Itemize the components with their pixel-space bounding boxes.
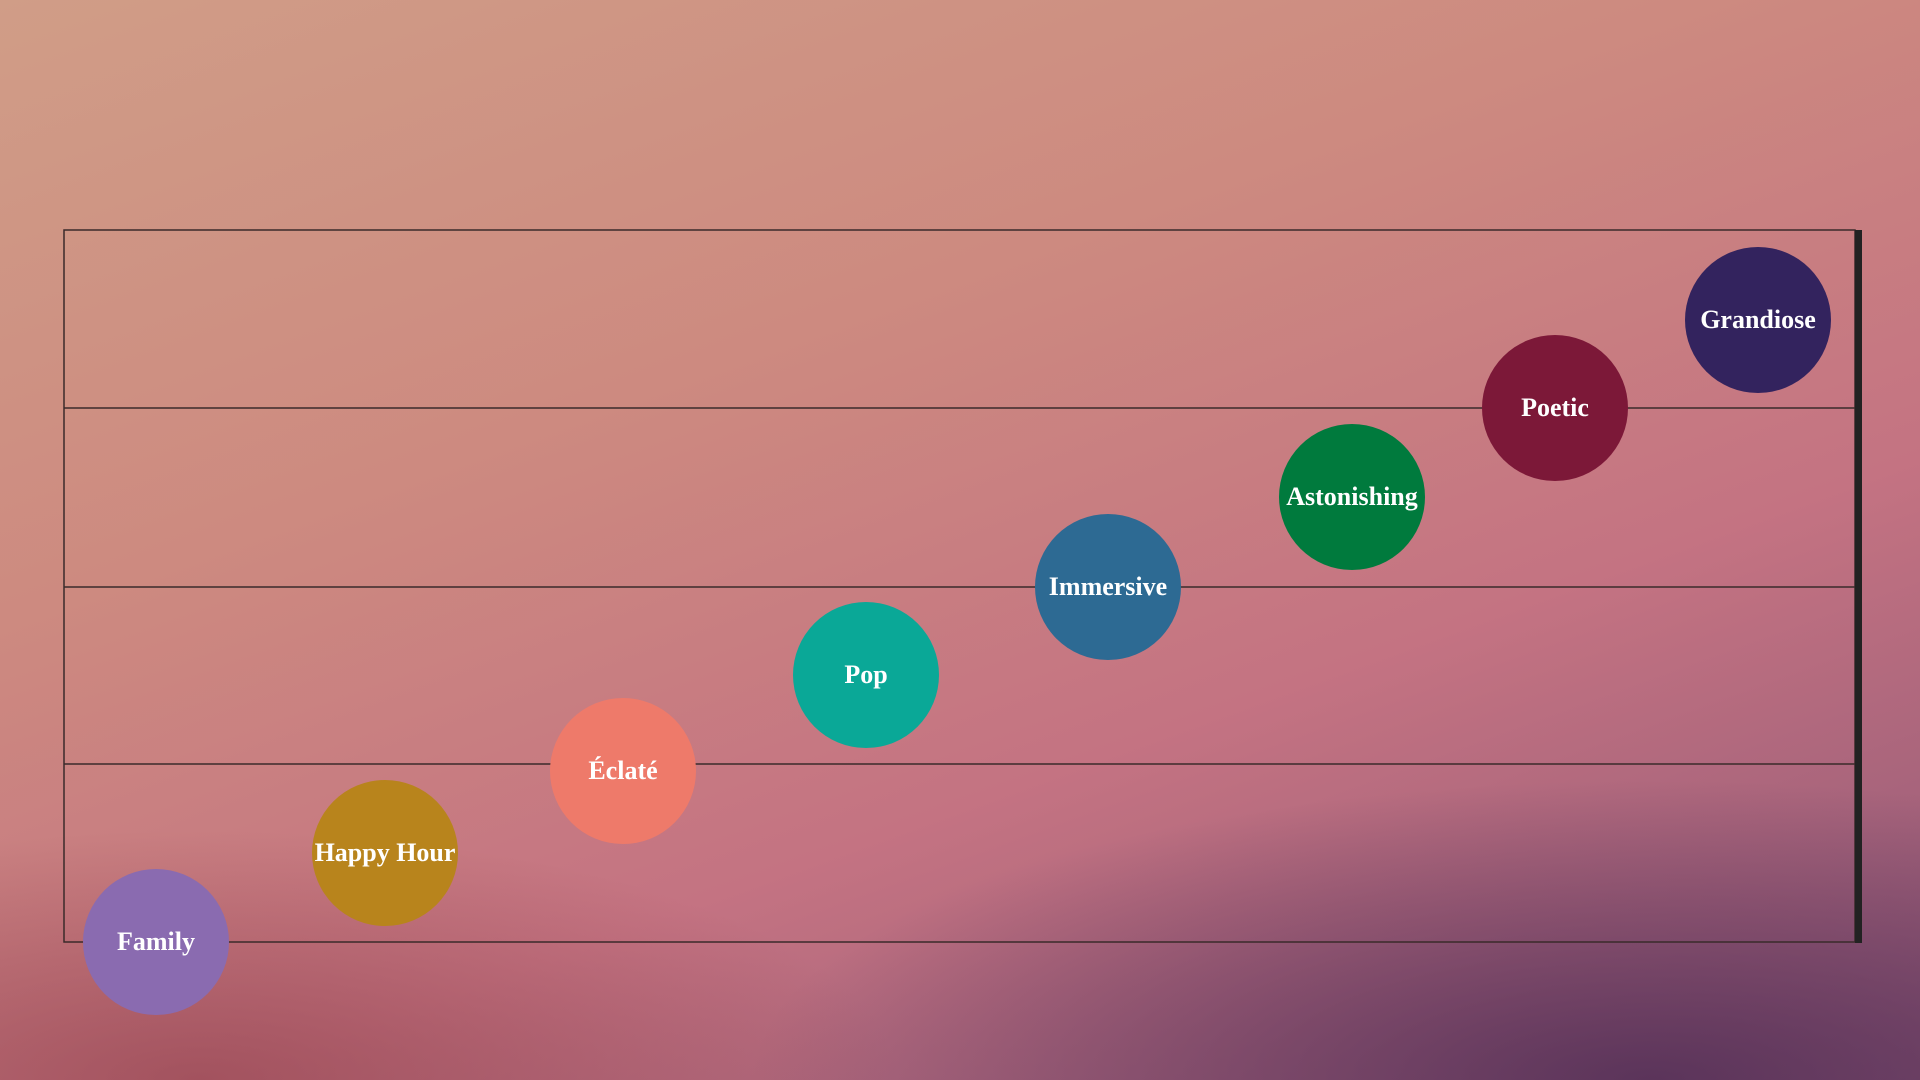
bubble[interactable]: Astonishing bbox=[1279, 424, 1425, 570]
bubble[interactable]: Grandiose bbox=[1685, 247, 1831, 393]
bubble[interactable]: Poetic bbox=[1482, 335, 1628, 481]
bubble[interactable]: Pop bbox=[793, 602, 939, 748]
bubble[interactable]: Happy Hour bbox=[312, 780, 458, 926]
bubble[interactable]: Family bbox=[83, 869, 229, 1015]
bubble[interactable]: Immersive bbox=[1035, 514, 1181, 660]
bubble[interactable]: Éclaté bbox=[550, 698, 696, 844]
end-bar bbox=[1855, 230, 1862, 943]
